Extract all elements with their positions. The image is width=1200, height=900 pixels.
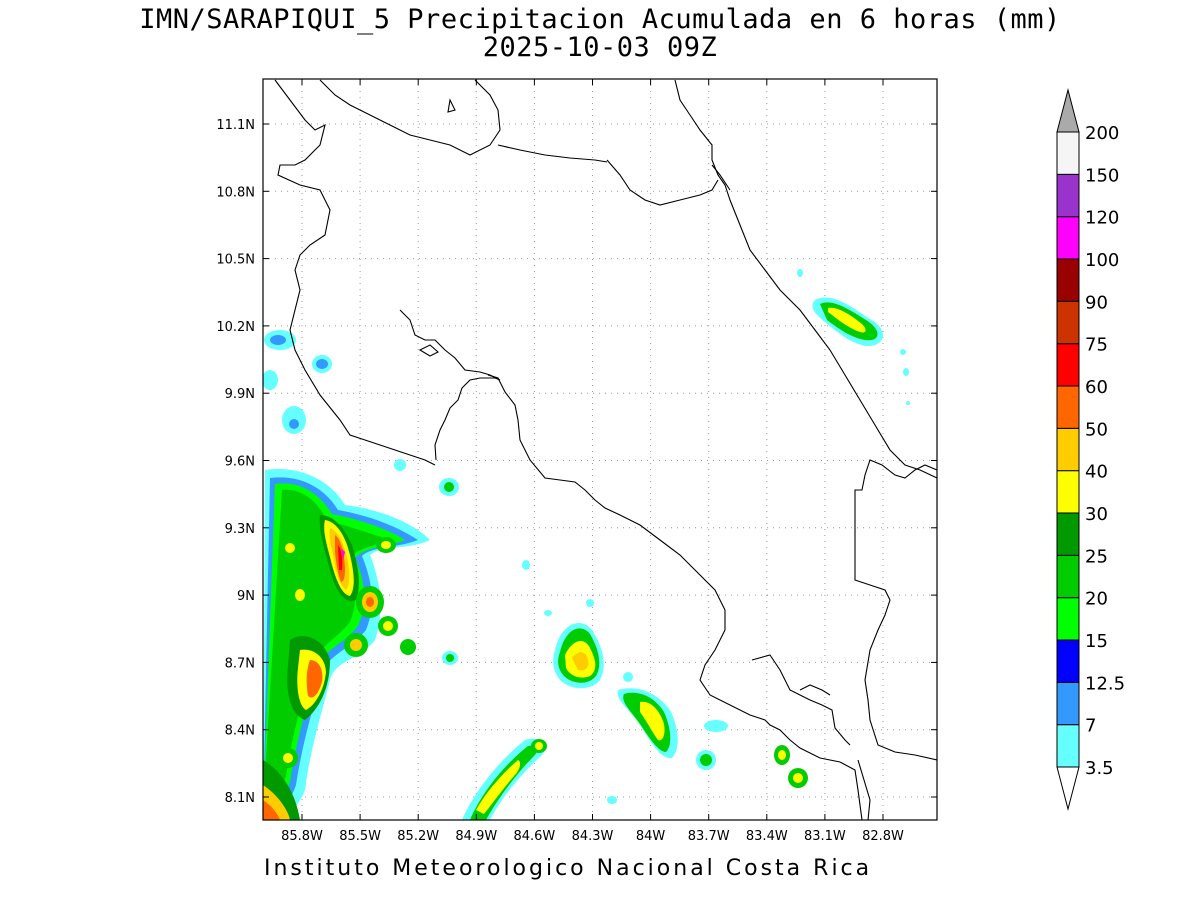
lon-tick-label: 84.3W (572, 829, 614, 844)
colorbar-label: 120 (1085, 208, 1119, 229)
coastlines (274, 79, 937, 820)
colorbar-upper-triangle (1056, 88, 1080, 133)
lat-tick-label: 8.4N (225, 724, 255, 739)
colorbar-lower-triangle (1056, 766, 1080, 811)
colorbar-label: 12.5 (1085, 673, 1125, 694)
colorbar-bin (1056, 681, 1080, 726)
colorbar-label: 15 (1085, 631, 1108, 652)
colorbar-bin (1056, 173, 1080, 218)
lat-tick-label: 8.1N (225, 791, 255, 806)
lat-tick-label: 10.2N (216, 320, 255, 335)
colorbar-bin (1056, 724, 1080, 768)
colorbar-label: 7 (1085, 716, 1096, 737)
colorbar-bin (1056, 597, 1080, 641)
colorbar-bin (1056, 131, 1080, 175)
grid-lines (263, 79, 937, 820)
lat-tick-label: 8.7N (225, 656, 255, 671)
lon-tick-label: 83.7W (688, 829, 730, 844)
colorbar-bin (1056, 216, 1080, 260)
footer-credit: Instituto Meteorologico Nacional Costa R… (264, 856, 873, 881)
rain-cell-south-band (462, 738, 547, 820)
colorbar-bin (1056, 470, 1080, 514)
lat-tick-label: 10.5N (216, 253, 255, 268)
colorbar: 3.5 7 12.5 15 20 25 30 40 50 60 75 90 100 120 150 200 (1056, 88, 1125, 811)
colorbar-bin (1056, 343, 1080, 387)
colorbar-label: 20 (1085, 589, 1108, 610)
lon-tick-label: 82.8W (862, 829, 904, 844)
lon-tick-label: 85.5W (339, 829, 381, 844)
colorbar-bin (1056, 427, 1080, 472)
colorbar-bin (1056, 385, 1080, 429)
lon-tick-label: 84W (636, 829, 666, 844)
precipitation-cells (263, 269, 910, 820)
colorbar-label: 90 (1085, 292, 1108, 313)
colorbar-label: 200 (1085, 123, 1119, 144)
colorbar-label: 75 (1085, 335, 1108, 356)
colorbar-bin (1056, 639, 1080, 683)
longitude-ticks: 85.8W 85.5W 85.2W 84.9W 84.6W 84.3W 84W 83.7W 83… (281, 79, 904, 844)
colorbar-label: 30 (1085, 504, 1108, 525)
colorbar-bin (1056, 512, 1080, 556)
rain-cell-central (522, 560, 808, 804)
lon-tick-label: 84.6W (513, 829, 555, 844)
lon-tick-label: 83.1W (804, 829, 846, 844)
chart-subtitle: 2025-10-03 09Z (482, 32, 718, 63)
latitude-ticks: 11.1N 10.8N 10.5N 10.2N 9.9N 9.6N 9.3N 9N 8.7N 8.… (216, 118, 937, 806)
colorbar-bin (1056, 554, 1080, 599)
chart-title: IMN/SARAPIQUI_5 Precipitacion Acumulada … (139, 4, 1061, 35)
lon-tick-label: 84.9W (455, 829, 497, 844)
lon-tick-label: 83.4W (746, 829, 788, 844)
rain-cell-small-west (263, 330, 459, 768)
lat-tick-label: 11.1N (216, 118, 255, 133)
lat-tick-label: 9N (237, 589, 255, 604)
map-frame (262, 78, 938, 821)
lat-tick-label: 9.6N (225, 455, 255, 470)
lon-tick-label: 85.2W (397, 829, 439, 844)
colorbar-bin (1056, 258, 1080, 302)
lat-tick-label: 9.9N (225, 387, 255, 402)
rain-cell-northeast (797, 269, 910, 405)
colorbar-label: 40 (1085, 462, 1108, 483)
lat-tick-label: 10.8N (216, 185, 255, 200)
colorbar-label: 100 (1085, 250, 1119, 271)
colorbar-label: 60 (1085, 377, 1108, 398)
colorbar-bin (1056, 300, 1080, 345)
colorbar-label: 3.5 (1085, 758, 1114, 779)
colorbar-label: 50 (1085, 419, 1108, 440)
lat-tick-label: 9.3N (225, 522, 255, 537)
colorbar-label: 25 (1085, 546, 1108, 567)
colorbar-label: 150 (1085, 165, 1119, 186)
lon-tick-label: 85.8W (281, 829, 323, 844)
